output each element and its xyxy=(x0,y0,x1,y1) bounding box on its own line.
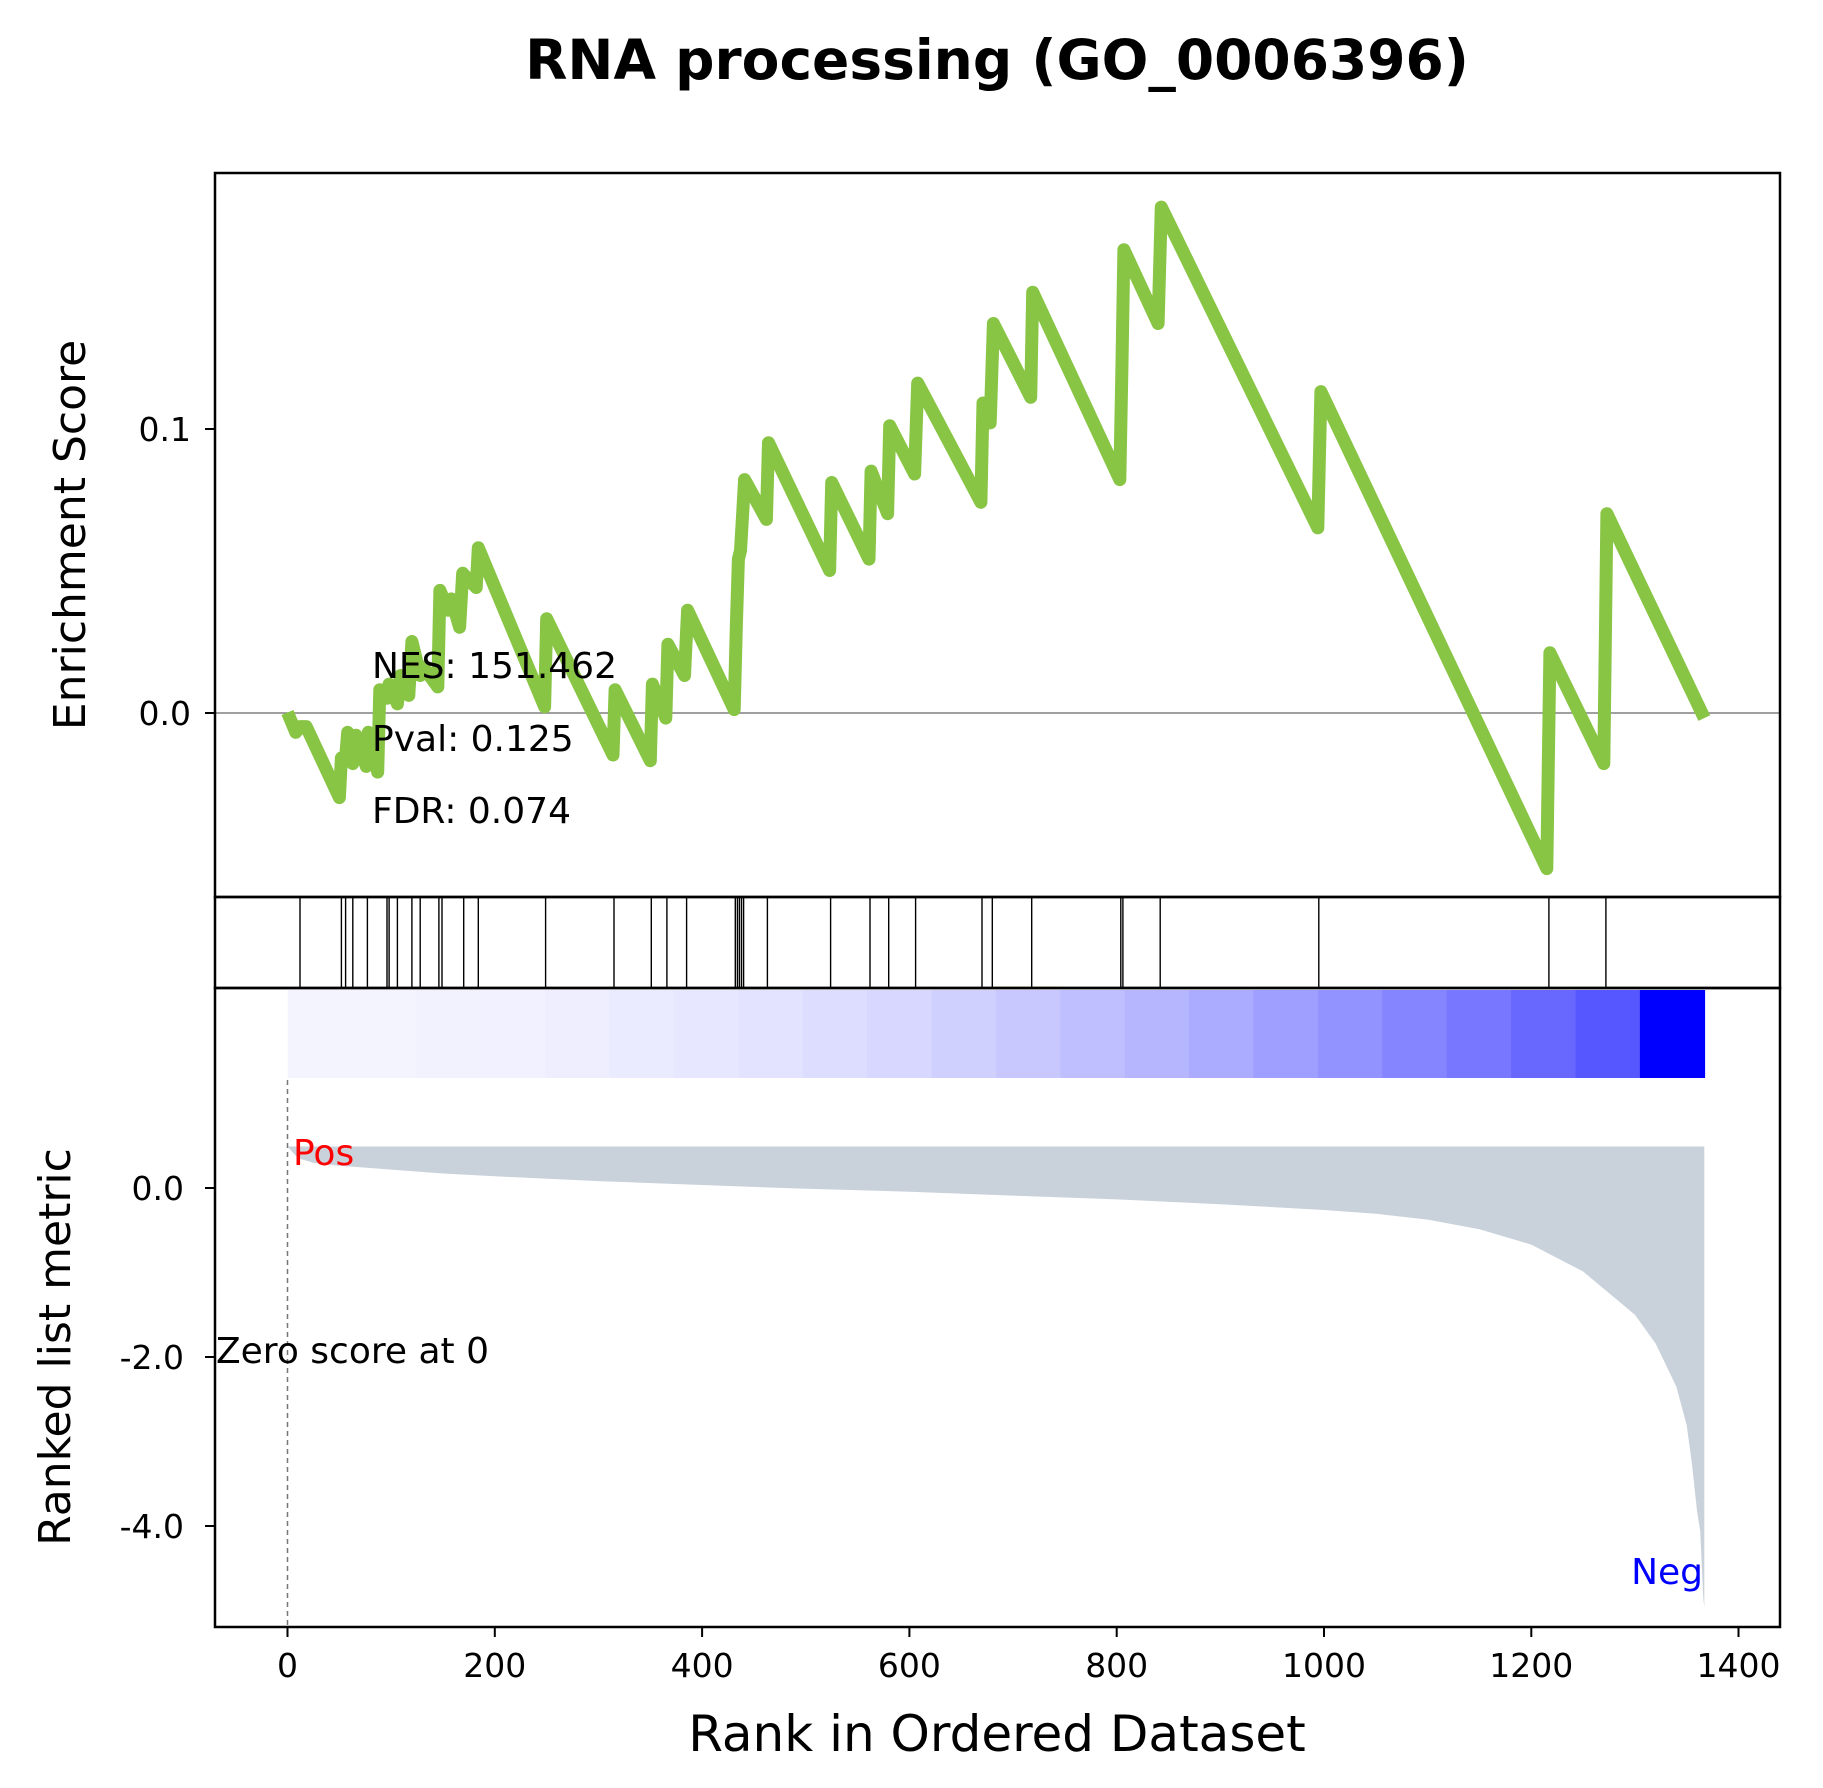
metric-y-axis: 0.0 -2.0 -4.0 xyxy=(120,1169,215,1546)
heatmap-segment xyxy=(609,990,675,1078)
heatmap-segment xyxy=(480,990,546,1078)
x-tick-label: 1400 xyxy=(1697,1646,1781,1685)
y-tick-label: 0.1 xyxy=(139,410,191,449)
heatmap-segment xyxy=(802,990,868,1078)
heatmap-segment xyxy=(1446,990,1512,1078)
es-y-axis-label: Enrichment Score xyxy=(45,340,96,730)
x-tick-label: 800 xyxy=(1085,1646,1148,1685)
heatmap-segment xyxy=(545,990,611,1078)
y-tick-label: -2.0 xyxy=(120,1338,184,1377)
heatmap-segment xyxy=(867,990,933,1078)
heatmap-segment xyxy=(673,990,740,1078)
ranked-metric-area xyxy=(287,1146,1705,1608)
enrichment-score-panel: 0.1 0.0 Enrichment Score NES: 151.462 Pv… xyxy=(45,171,1782,899)
heatmap-segment xyxy=(1189,990,1255,1078)
x-axis-label: Rank in Ordered Dataset xyxy=(688,1705,1305,1763)
heatmap-segment xyxy=(351,990,418,1078)
es-y-axis: 0.1 0.0 xyxy=(139,410,215,733)
heatmap-segment xyxy=(287,990,353,1078)
heatmap-segment xyxy=(1382,990,1448,1078)
x-axis: 0 200 400 600 800 1000 1200 1400 Rank in Ordere… xyxy=(277,1627,1780,1763)
heatmap-segment xyxy=(1317,990,1384,1078)
x-tick-label: 1000 xyxy=(1282,1646,1366,1685)
y-tick-label: 0.0 xyxy=(139,694,191,733)
metric-y-axis-label: Ranked list metric xyxy=(30,1148,81,1546)
x-tick-label: 600 xyxy=(878,1646,941,1685)
enrichment-score-line xyxy=(281,200,1711,876)
x-ticks: 0 200 400 600 800 1000 1200 1400 xyxy=(277,1627,1780,1685)
x-tick-label: 200 xyxy=(463,1646,526,1685)
x-tick-label: 400 xyxy=(671,1646,734,1685)
y-tick-label: -4.0 xyxy=(120,1507,184,1546)
neg-label: Neg xyxy=(1631,1552,1703,1593)
x-tick-label: 1200 xyxy=(1489,1646,1573,1685)
pos-label: Pos xyxy=(293,1133,354,1174)
heatmap-segment xyxy=(416,990,482,1078)
hits-panel-frame xyxy=(213,895,1782,990)
heatmap-segment xyxy=(1124,990,1190,1078)
pval-stat: Pval: 0.125 xyxy=(372,719,574,760)
nes-stat: NES: 151.462 xyxy=(372,646,617,687)
heatmap-segment xyxy=(995,990,1062,1078)
heatmap-segment xyxy=(1253,990,1319,1078)
heatmap-segment xyxy=(738,990,804,1078)
heatmap-segment xyxy=(931,990,997,1078)
heatmap-segment xyxy=(1511,990,1577,1078)
ranked-heatmap-strip xyxy=(287,990,1706,1078)
zero-score-label: Zero score at 0 xyxy=(216,1331,489,1372)
heatmap-segment xyxy=(1060,990,1126,1078)
x-tick-label: 0 xyxy=(277,1646,298,1685)
gene-hit-marks xyxy=(299,897,1607,988)
metric-panel-frame xyxy=(213,986,1782,1629)
chart-title: RNA processing (GO_0006396) xyxy=(525,28,1469,92)
ranked-metric-panel: Pos Neg Zero score at 0 0.0 -2.0 -4.0 Ra… xyxy=(30,986,1782,1629)
heatmap-segment xyxy=(1575,990,1641,1078)
fdr-stat: FDR: 0.074 xyxy=(372,791,571,832)
y-tick-label: 0.0 xyxy=(132,1169,184,1208)
heatmap-segment xyxy=(1639,990,1706,1078)
hits-panel xyxy=(213,895,1782,990)
